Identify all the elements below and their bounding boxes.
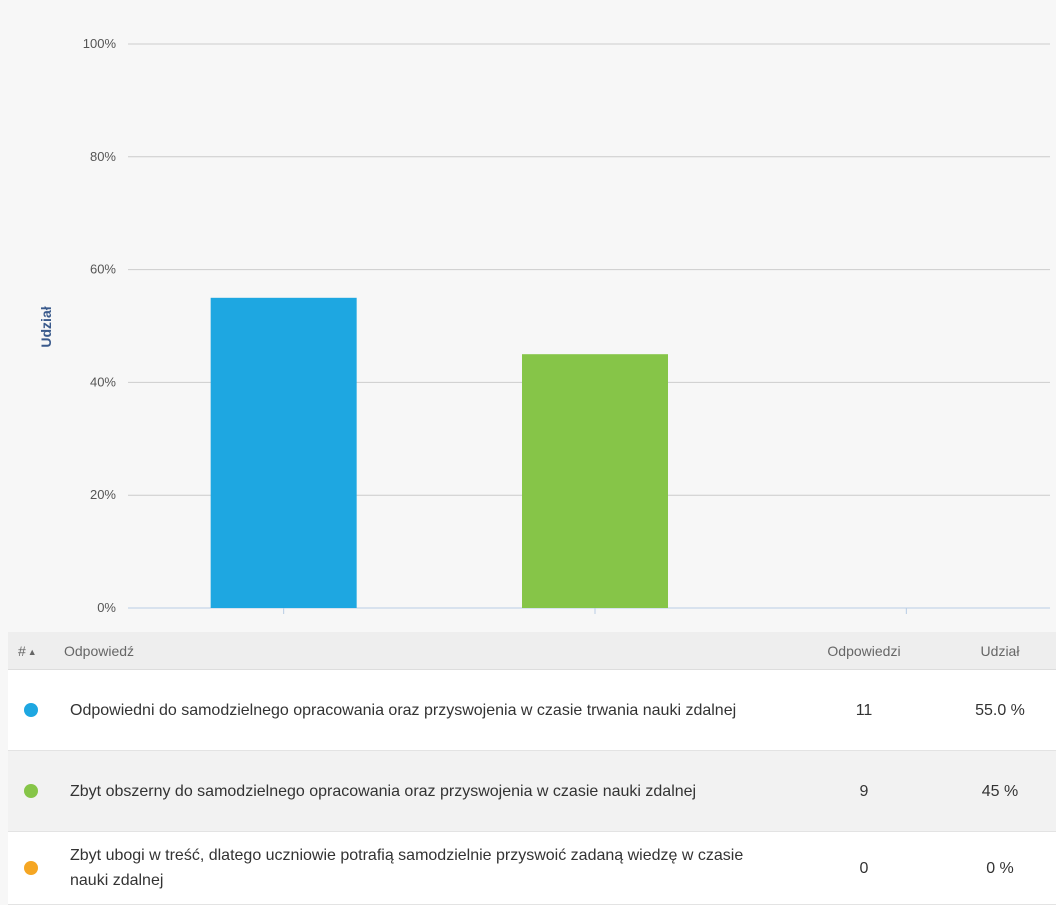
- hash-header-label: #: [18, 642, 26, 659]
- bar-chart: Udział 0% 20% 40% 60% 80% 100%: [38, 36, 1050, 615]
- y-tick-label: 20%: [90, 487, 116, 502]
- answer-share: 45 %: [944, 750, 1056, 832]
- answer-header-label: Odpowiedź: [64, 642, 135, 659]
- y-tick-label: 80%: [90, 149, 116, 164]
- series-dot-icon: [24, 861, 38, 876]
- answer-text: Zbyt obszerny do samodzielnego opracowan…: [70, 782, 697, 800]
- chart-canvas: Udział 0% 20% 40% 60% 80% 100%: [38, 36, 1050, 615]
- table-header-row: # ▲ Odpowiedź Odpowiedzi Udział: [8, 632, 1056, 670]
- y-tick-label: 60%: [90, 262, 116, 277]
- bar: [210, 297, 357, 608]
- y-tick-labels: 0% 20% 40% 60% 80% 100%: [83, 36, 117, 615]
- y-tick-label: 40%: [90, 374, 116, 389]
- table-row: Odpowiedni do samodzielnego opracowania …: [8, 669, 1056, 751]
- share-header-label: Udział: [980, 642, 1020, 659]
- answer-header[interactable]: Odpowiedź: [64, 632, 784, 670]
- y-tick-label: 100%: [83, 36, 117, 51]
- count-header-label: Odpowiedzi: [827, 642, 901, 659]
- sort-ascending-icon[interactable]: ▲: [27, 646, 37, 657]
- y-tick-label: 0%: [97, 600, 116, 615]
- table-row: Zbyt obszerny do samodzielnego opracowan…: [8, 750, 1056, 832]
- share-header[interactable]: Udział: [944, 632, 1056, 670]
- series-dot-icon: [24, 703, 38, 718]
- answer-count: 0: [784, 831, 944, 905]
- x-tick-marks: [283, 608, 907, 614]
- answer-text: Odpowiedni do samodzielnego opracowania …: [70, 701, 737, 719]
- sort-by-number-header[interactable]: # ▲: [8, 632, 64, 670]
- bar: [522, 354, 668, 608]
- y-axis-label: Udział: [38, 306, 54, 347]
- answer-text: Zbyt ubogi w treść, dlatego uczniowie po…: [70, 847, 744, 889]
- answer-count: 9: [784, 750, 944, 832]
- series-dot-icon: [24, 784, 38, 799]
- bars: [210, 297, 668, 608]
- results-table: # ▲ Odpowiedź Odpowiedzi Udział Odpowiedn…: [8, 632, 1056, 905]
- answer-share: 55.0 %: [944, 669, 1056, 751]
- count-header[interactable]: Odpowiedzi: [784, 632, 944, 670]
- answer-share: 0 %: [944, 831, 1056, 905]
- answer-count: 11: [784, 669, 944, 751]
- table-row: Zbyt ubogi w treść, dlatego uczniowie po…: [8, 831, 1056, 905]
